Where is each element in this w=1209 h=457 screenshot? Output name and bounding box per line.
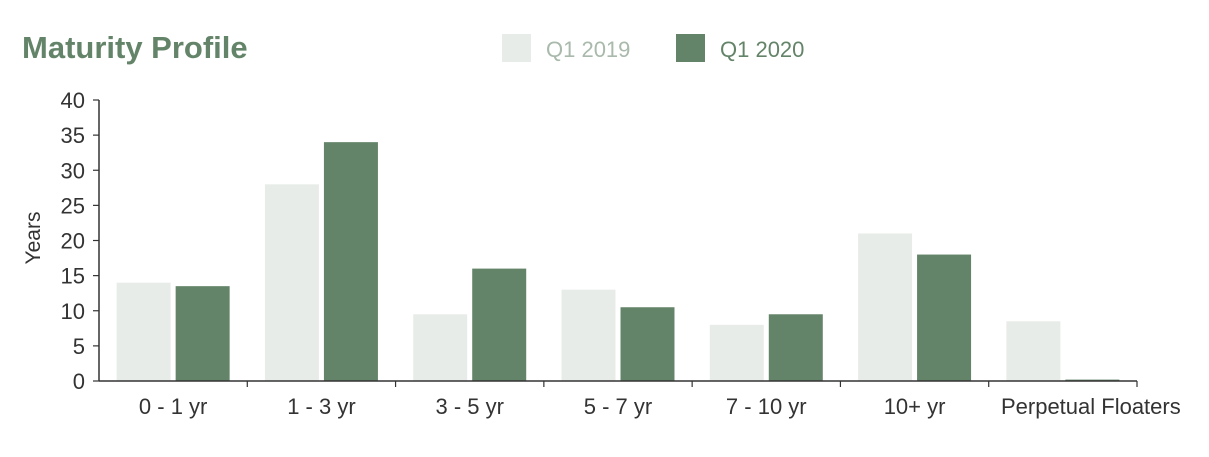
bar-q1-2019-4: [709, 324, 764, 381]
x-tick-label: 1 - 3 yr: [287, 394, 355, 419]
y-tick-label: 15: [61, 264, 85, 289]
y-tick-label: 35: [61, 123, 85, 148]
x-axis-ticks: 0 - 1 yr 1 - 3 yr 3 - 5 yr 5 - 7 yr 7 - 10 y…: [139, 381, 1181, 419]
bars: [116, 142, 1120, 381]
chart-legend: Q1 2019 Q1 2020: [502, 34, 804, 62]
bar-q1-2019-0: [116, 282, 171, 381]
bar-q1-2020-5: [917, 254, 972, 381]
y-tick-label: 40: [61, 88, 85, 113]
x-tick-label: 3 - 5 yr: [435, 394, 503, 419]
x-tick-label: 7 - 10 yr: [726, 394, 807, 419]
bar-q1-2020-1: [323, 142, 378, 381]
x-tick-label: 10+ yr: [884, 394, 946, 419]
bar-q1-2019-3: [561, 289, 616, 381]
legend-swatch: [676, 34, 705, 62]
y-tick-label: 10: [61, 299, 85, 324]
bar-q1-2019-5: [858, 233, 913, 381]
legend-label: Q1 2020: [720, 37, 804, 62]
bar-q1-2020-3: [620, 307, 675, 381]
y-axis-ticks: 0 5 10 15 20 25 30 35 40: [61, 88, 99, 394]
legend-label: Q1 2019: [546, 37, 630, 62]
bar-q1-2020-0: [175, 286, 230, 381]
bar-q1-2019-1: [264, 184, 319, 381]
legend-swatch: [502, 34, 531, 62]
y-axis-label: Years: [22, 212, 45, 265]
y-tick-label: 0: [73, 369, 85, 394]
axes: [98, 100, 1137, 382]
x-tick-label: 5 - 7 yr: [584, 394, 652, 419]
bar-q1-2019-6: [1006, 321, 1061, 381]
y-tick-label: 20: [61, 229, 85, 254]
y-tick-label: 25: [61, 193, 85, 218]
x-tick-label: 0 - 1 yr: [139, 394, 207, 419]
bar-q1-2019-2: [413, 314, 468, 381]
chart-title: Maturity Profile: [22, 30, 248, 65]
y-tick-label: 30: [61, 158, 85, 183]
y-tick-label: 5: [73, 334, 85, 359]
bar-q1-2020-4: [768, 314, 823, 381]
x-tick-label: Perpetual Floaters: [1001, 394, 1181, 419]
bar-q1-2020-2: [472, 268, 527, 381]
